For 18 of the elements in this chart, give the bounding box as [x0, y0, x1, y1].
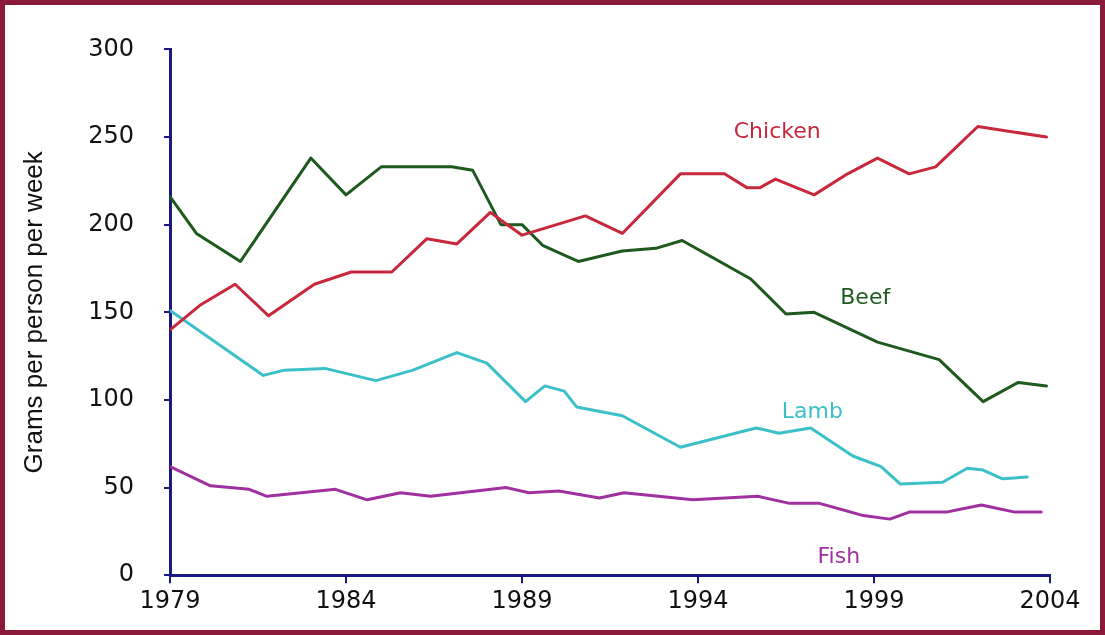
- y-tick-label: 300: [88, 33, 135, 62]
- series-label: Chicken: [733, 118, 821, 144]
- y-tick-label: 200: [88, 208, 135, 237]
- y-tick-label: 0: [118, 559, 135, 588]
- x-tick-label: 1984: [315, 585, 377, 614]
- x-tick-label: 2004: [1019, 585, 1081, 614]
- y-tick-label: 50: [103, 471, 135, 500]
- x-tick-label: 1999: [843, 585, 905, 614]
- y-tick-label: 100: [88, 384, 135, 413]
- series-label: Beef: [840, 283, 892, 309]
- x-tick-label: 1979: [139, 585, 201, 614]
- x-tick-label: 1989: [491, 585, 553, 614]
- y-axis-title: Grams per person per week: [17, 150, 48, 474]
- series-label: Fish: [817, 543, 861, 569]
- y-tick-label: 250: [88, 121, 135, 150]
- x-tick-label: 1994: [667, 585, 729, 614]
- y-tick-label: 150: [88, 296, 135, 325]
- series-label: Lamb: [781, 397, 843, 423]
